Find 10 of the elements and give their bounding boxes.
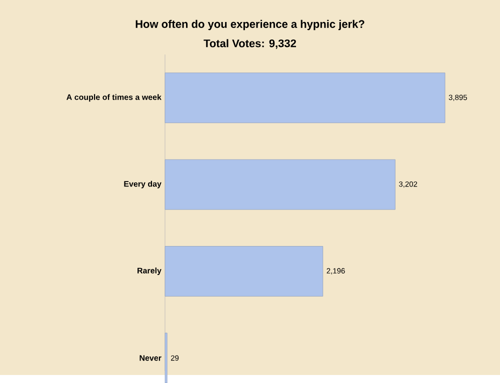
chart-subtitle: Total Votes: 9,332 bbox=[204, 39, 296, 49]
y-tick-label: Rarely bbox=[138, 267, 162, 275]
bar bbox=[164, 332, 168, 383]
bar bbox=[164, 246, 324, 296]
y-tick-label: A couple of times a week bbox=[66, 94, 162, 102]
chart-title: How often do you experience a hypnic jerk? bbox=[136, 20, 364, 30]
bar bbox=[164, 72, 446, 123]
y-tick-label: Never bbox=[140, 355, 162, 361]
y-tick-label: Every day bbox=[124, 180, 162, 188]
bar bbox=[164, 159, 396, 210]
